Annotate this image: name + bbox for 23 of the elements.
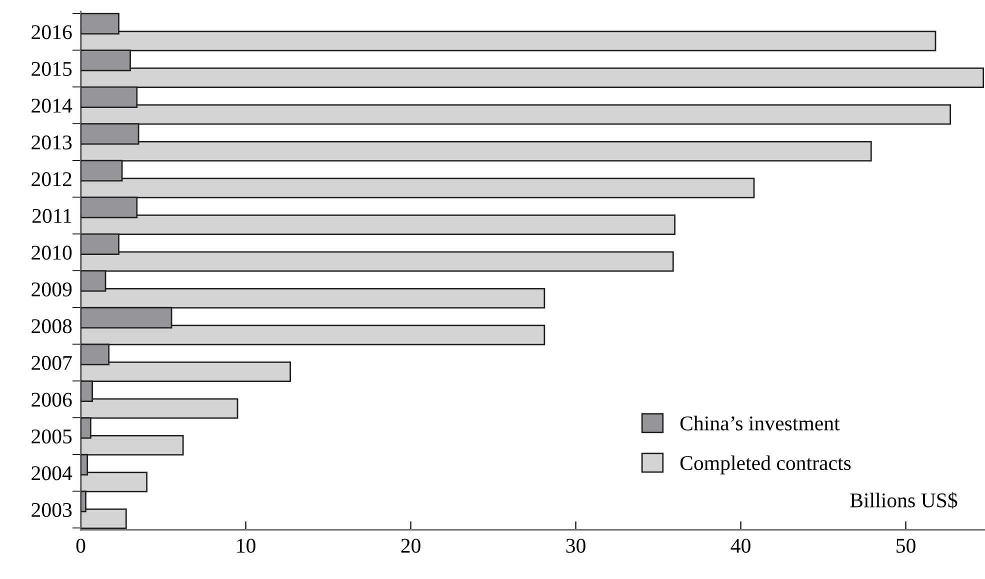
x-tick-label: 30 — [566, 538, 586, 553]
y-tick-label: 2014 — [32, 98, 72, 113]
y-tick-label: 2008 — [32, 319, 72, 334]
annotation: Billions US$ — [850, 492, 958, 509]
x-tick-label: 40 — [730, 538, 750, 553]
legend-label: Completed contracts — [680, 455, 851, 474]
y-tick-label: 2016 — [32, 25, 72, 40]
y-tick-label: 2011 — [32, 208, 72, 223]
y-tick-label: 2009 — [32, 282, 72, 296]
x-tick-label: 20 — [401, 538, 420, 553]
y-tick-label: 2013 — [32, 135, 72, 150]
x-tick-label: 10 — [237, 538, 256, 553]
x-tick-label: 50 — [896, 538, 916, 553]
legend-label: China’s investment — [680, 416, 840, 430]
y-tick-label: 2004 — [32, 466, 72, 480]
y-tick-label: 2006 — [32, 392, 72, 407]
y-tick-label: 2012 — [32, 172, 72, 186]
y-tick-label: 2010 — [32, 246, 72, 260]
y-tick-label: 2007 — [32, 356, 72, 370]
y-tick-label: 2005 — [32, 429, 72, 444]
y-tick-label: 2003 — [32, 502, 72, 518]
x-tick-label: 0 — [76, 538, 86, 553]
y-tick-label: 2015 — [32, 62, 72, 76]
